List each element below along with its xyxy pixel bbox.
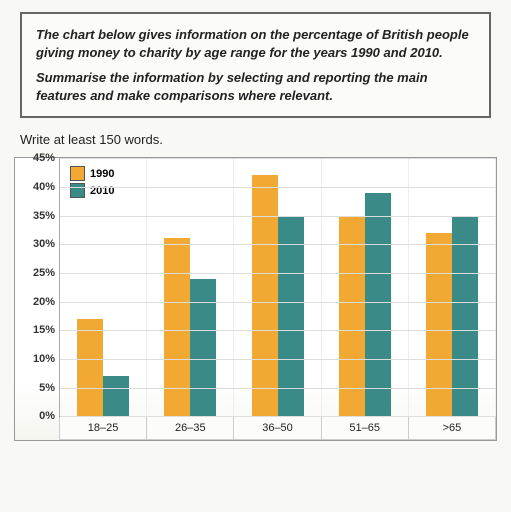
y-tick-label: 30% — [33, 238, 55, 250]
y-tick-label: 5% — [39, 382, 55, 394]
x-tick-label: 18–25 — [59, 417, 147, 440]
grid-line — [60, 302, 496, 303]
bar-group — [60, 158, 147, 416]
x-axis: 18–2526–3536–5051–65>65 — [59, 416, 496, 440]
bar — [77, 319, 103, 416]
x-tick-label: >65 — [409, 417, 496, 440]
bar — [426, 233, 452, 416]
bar — [365, 193, 391, 417]
task-box: The chart below gives information on the… — [20, 12, 491, 118]
grid-line — [60, 330, 496, 331]
bar-group — [147, 158, 234, 416]
grid-line — [60, 158, 496, 159]
grid-line — [60, 187, 496, 188]
bar — [278, 216, 304, 417]
bar — [190, 279, 216, 417]
y-tick-label: 35% — [33, 210, 55, 222]
grid-line — [60, 216, 496, 217]
bar — [452, 216, 478, 417]
bar-group — [322, 158, 409, 416]
bar — [103, 376, 129, 416]
grid-line — [60, 388, 496, 389]
x-tick-label: 51–65 — [322, 417, 409, 440]
grid-line — [60, 359, 496, 360]
y-axis: 45%40%35%30%25%20%15%10%5%0% — [15, 158, 60, 416]
bar — [164, 238, 190, 416]
x-tick-label: 26–35 — [147, 417, 234, 440]
y-tick-label: 10% — [33, 353, 55, 365]
bars-container — [60, 158, 496, 416]
grid-line — [60, 273, 496, 274]
y-tick-label: 20% — [33, 296, 55, 308]
y-tick-label: 0% — [39, 410, 55, 422]
y-tick-label: 40% — [33, 181, 55, 193]
grid-line — [60, 244, 496, 245]
task-paragraph-2: Summarise the information by selecting a… — [36, 69, 475, 104]
x-tick-label: 36–50 — [234, 417, 321, 440]
y-tick-label: 45% — [33, 152, 55, 164]
word-count-instruction: Write at least 150 words. — [20, 132, 491, 147]
bar-group — [409, 158, 496, 416]
bar — [252, 175, 278, 416]
bar-group — [234, 158, 321, 416]
y-tick-label: 25% — [33, 267, 55, 279]
task-paragraph-1: The chart below gives information on the… — [36, 26, 475, 61]
bar — [339, 216, 365, 417]
plot-area: 1990 2010 — [60, 158, 496, 416]
y-tick-label: 15% — [33, 324, 55, 336]
grid-line — [60, 416, 496, 417]
bar-chart: 45%40%35%30%25%20%15%10%5%0% 1990 2010 1… — [14, 157, 497, 441]
